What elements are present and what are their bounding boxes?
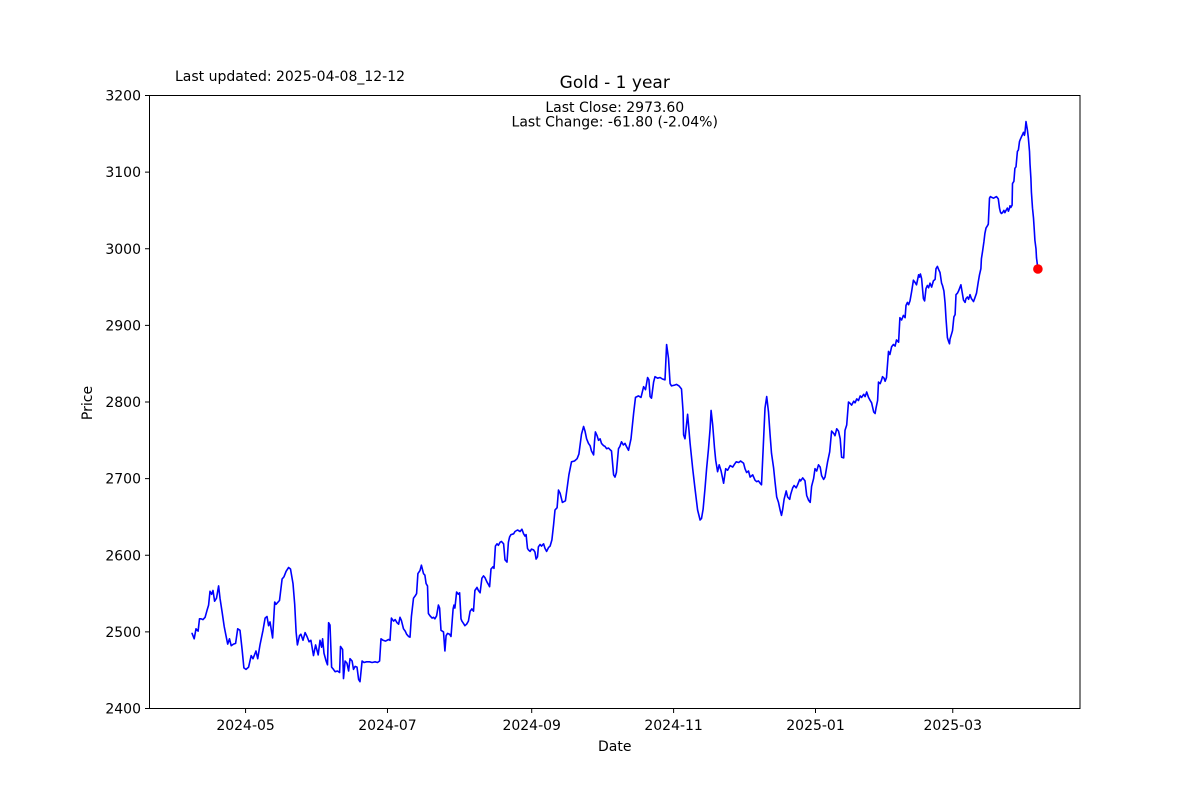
chart-title: Gold - 1 year [560, 73, 670, 93]
x-tick-label: 2024-05 [216, 718, 275, 734]
last-price-marker [1033, 264, 1043, 274]
price-line [191, 120, 1039, 683]
x-tick-label: 2024-11 [644, 718, 703, 734]
x-tick-label: 2025-03 [924, 718, 983, 734]
last-close-annotation: Last Close: 2973.60 [545, 100, 684, 116]
y-tick-label: 2600 [105, 548, 141, 564]
y-tick-label: 2800 [105, 395, 141, 411]
y-tick-label: 3200 [105, 89, 141, 105]
y-tick-label: 3000 [105, 242, 141, 258]
y-tick-label: 2400 [105, 702, 141, 718]
last-change-annotation: Last Change: -61.80 (-2.04%) [512, 115, 718, 131]
last-updated-annotation: Last updated: 2025-04-08_12-12 [175, 69, 405, 85]
y-tick-label: 2500 [105, 625, 141, 641]
x-axis-label: Date [598, 739, 631, 755]
x-tick-label: 2025-01 [786, 718, 845, 734]
x-tick-label: 2024-07 [358, 718, 417, 734]
y-tick-label: 2900 [105, 318, 141, 334]
x-tick-label: 2024-09 [502, 718, 561, 734]
y-tick-label: 3100 [105, 165, 141, 181]
y-axis-ticks: 2400 2500 2600 2700 2800 2900 3000 3100 3200 [105, 89, 150, 718]
y-axis-label: Price [80, 386, 96, 420]
x-axis-ticks: 2024-05 2024-07 2024-09 2024-11 2025-01 2025-… [216, 708, 983, 734]
y-tick-label: 2700 [105, 472, 141, 488]
